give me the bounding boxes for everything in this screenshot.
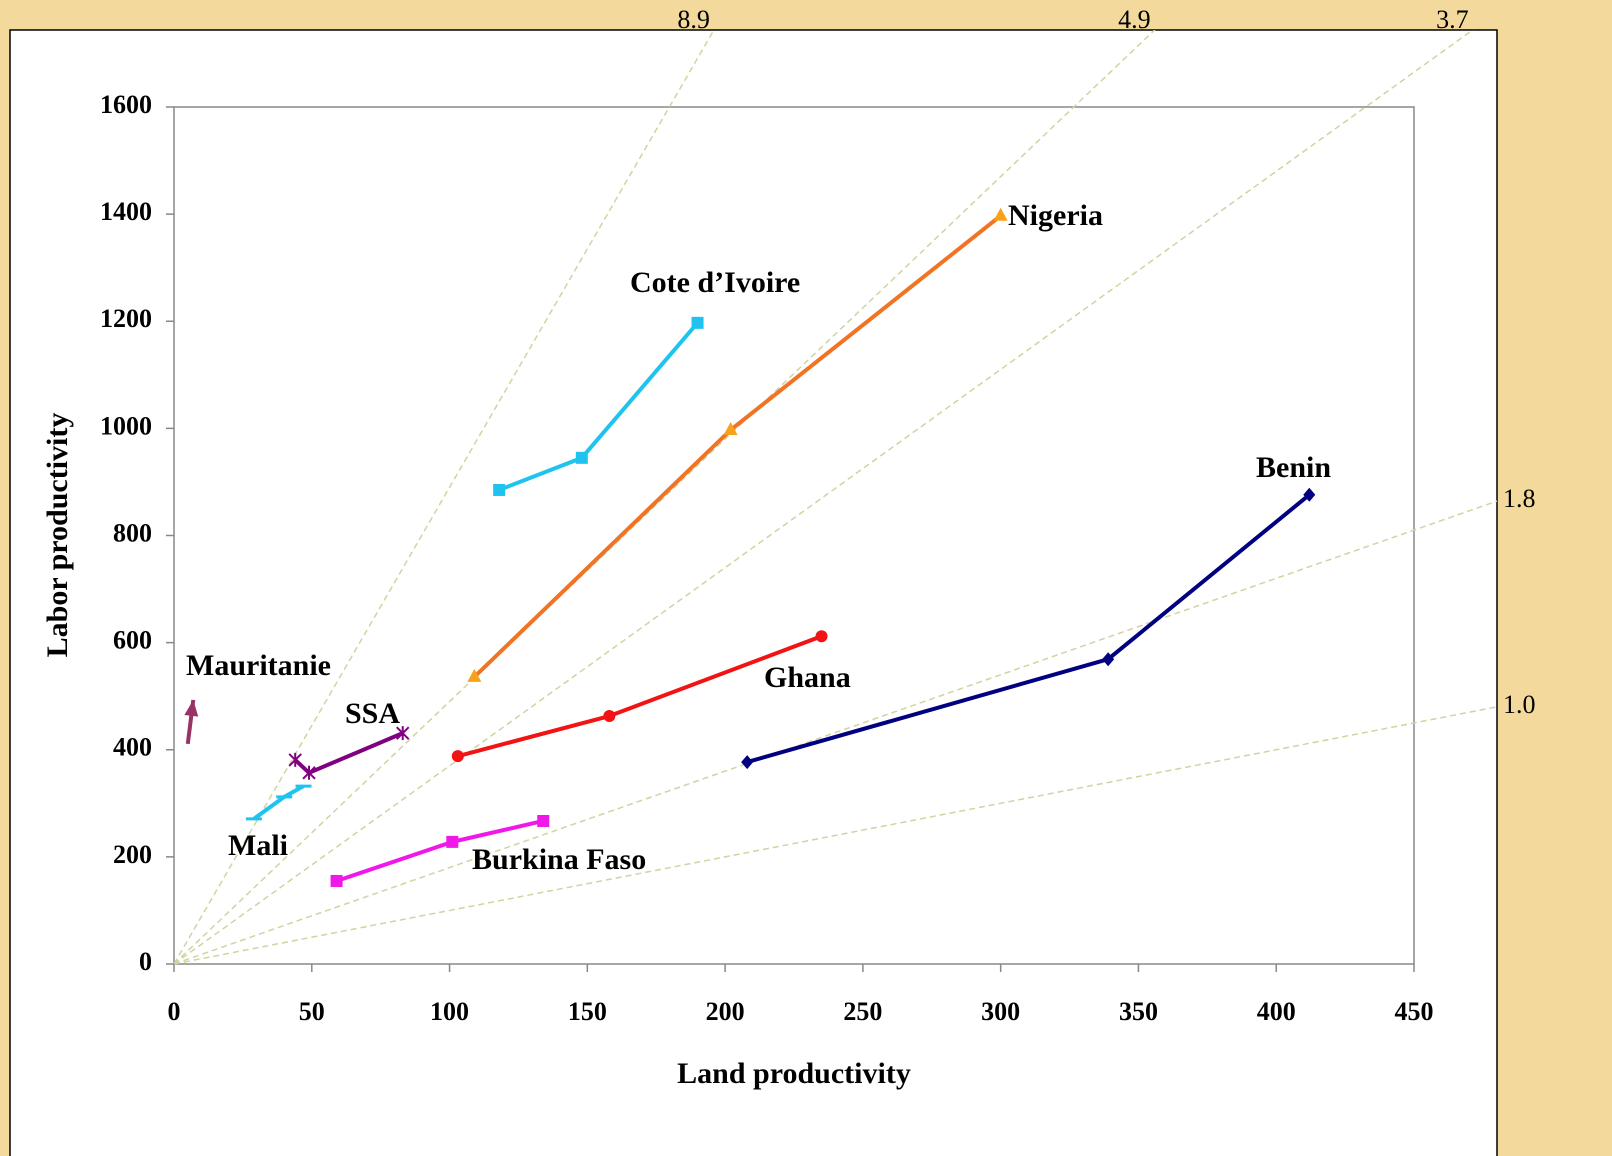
reference-rays <box>173 30 1497 965</box>
y-tick-label: 600 <box>113 626 152 655</box>
ray-label: 1.8 <box>1503 484 1536 513</box>
marker <box>741 755 754 770</box>
ray-label: 4.9 <box>1118 5 1151 34</box>
x-tick-label: 450 <box>1395 997 1434 1026</box>
reference-ray <box>173 30 1156 965</box>
arrow-head <box>184 699 199 717</box>
series-label: SSA <box>345 697 400 730</box>
x-tick-label: 200 <box>706 997 745 1026</box>
chart-frame <box>9 29 1498 1156</box>
x-tick-label: 100 <box>430 997 469 1026</box>
series-label: Cote d’Ivoire <box>630 266 800 299</box>
ray-label: 3.7 <box>1436 5 1469 34</box>
series-label: Mali <box>228 829 288 862</box>
series-label: Ghana <box>764 661 851 694</box>
y-tick-label: 1200 <box>100 304 152 333</box>
y-tick-label: 800 <box>113 518 152 547</box>
x-tick-label: 300 <box>981 997 1020 1026</box>
y-tick-label: 200 <box>113 840 152 869</box>
y-tick-label: 400 <box>113 733 152 762</box>
marker <box>396 726 410 741</box>
marker <box>1303 487 1316 502</box>
x-tick-label: 250 <box>843 997 882 1026</box>
series-label: Benin <box>1256 451 1331 484</box>
y-tick-label: 1400 <box>100 197 152 226</box>
marker <box>575 451 588 464</box>
series-label: Burkina Faso <box>472 843 646 876</box>
x-tick-label: 0 <box>168 997 181 1026</box>
x-tick-label: 350 <box>1119 997 1158 1026</box>
reference-ray <box>173 500 1497 965</box>
marker <box>1102 652 1115 667</box>
series-label: Mauritanie <box>186 649 331 682</box>
x-tick-label: 150 <box>568 997 607 1026</box>
ray-label: 1.0 <box>1503 690 1536 719</box>
marker <box>446 835 459 848</box>
x-tick-label: 400 <box>1257 997 1296 1026</box>
x-tick-label: 50 <box>299 997 325 1026</box>
ray-label: 8.9 <box>677 5 710 34</box>
y-tick-label: 1600 <box>100 90 152 119</box>
marker <box>815 630 828 643</box>
marker <box>330 874 343 887</box>
reference-ray <box>173 30 715 965</box>
marker <box>537 814 550 827</box>
y-axis-title: Labor productivity <box>41 413 74 658</box>
marker <box>603 710 616 723</box>
y-tick-label: 0 <box>139 947 152 976</box>
marker <box>302 765 316 780</box>
reference-ray <box>173 706 1497 965</box>
marker <box>451 750 464 763</box>
marker <box>493 483 506 496</box>
marker <box>691 316 704 329</box>
marker <box>467 668 482 682</box>
marker <box>993 207 1008 221</box>
y-tick-label: 1000 <box>100 411 152 440</box>
marker <box>288 752 302 767</box>
marker <box>723 421 738 435</box>
series-label: Nigeria <box>1008 199 1103 232</box>
x-axis-title: Land productivity <box>677 1057 911 1090</box>
